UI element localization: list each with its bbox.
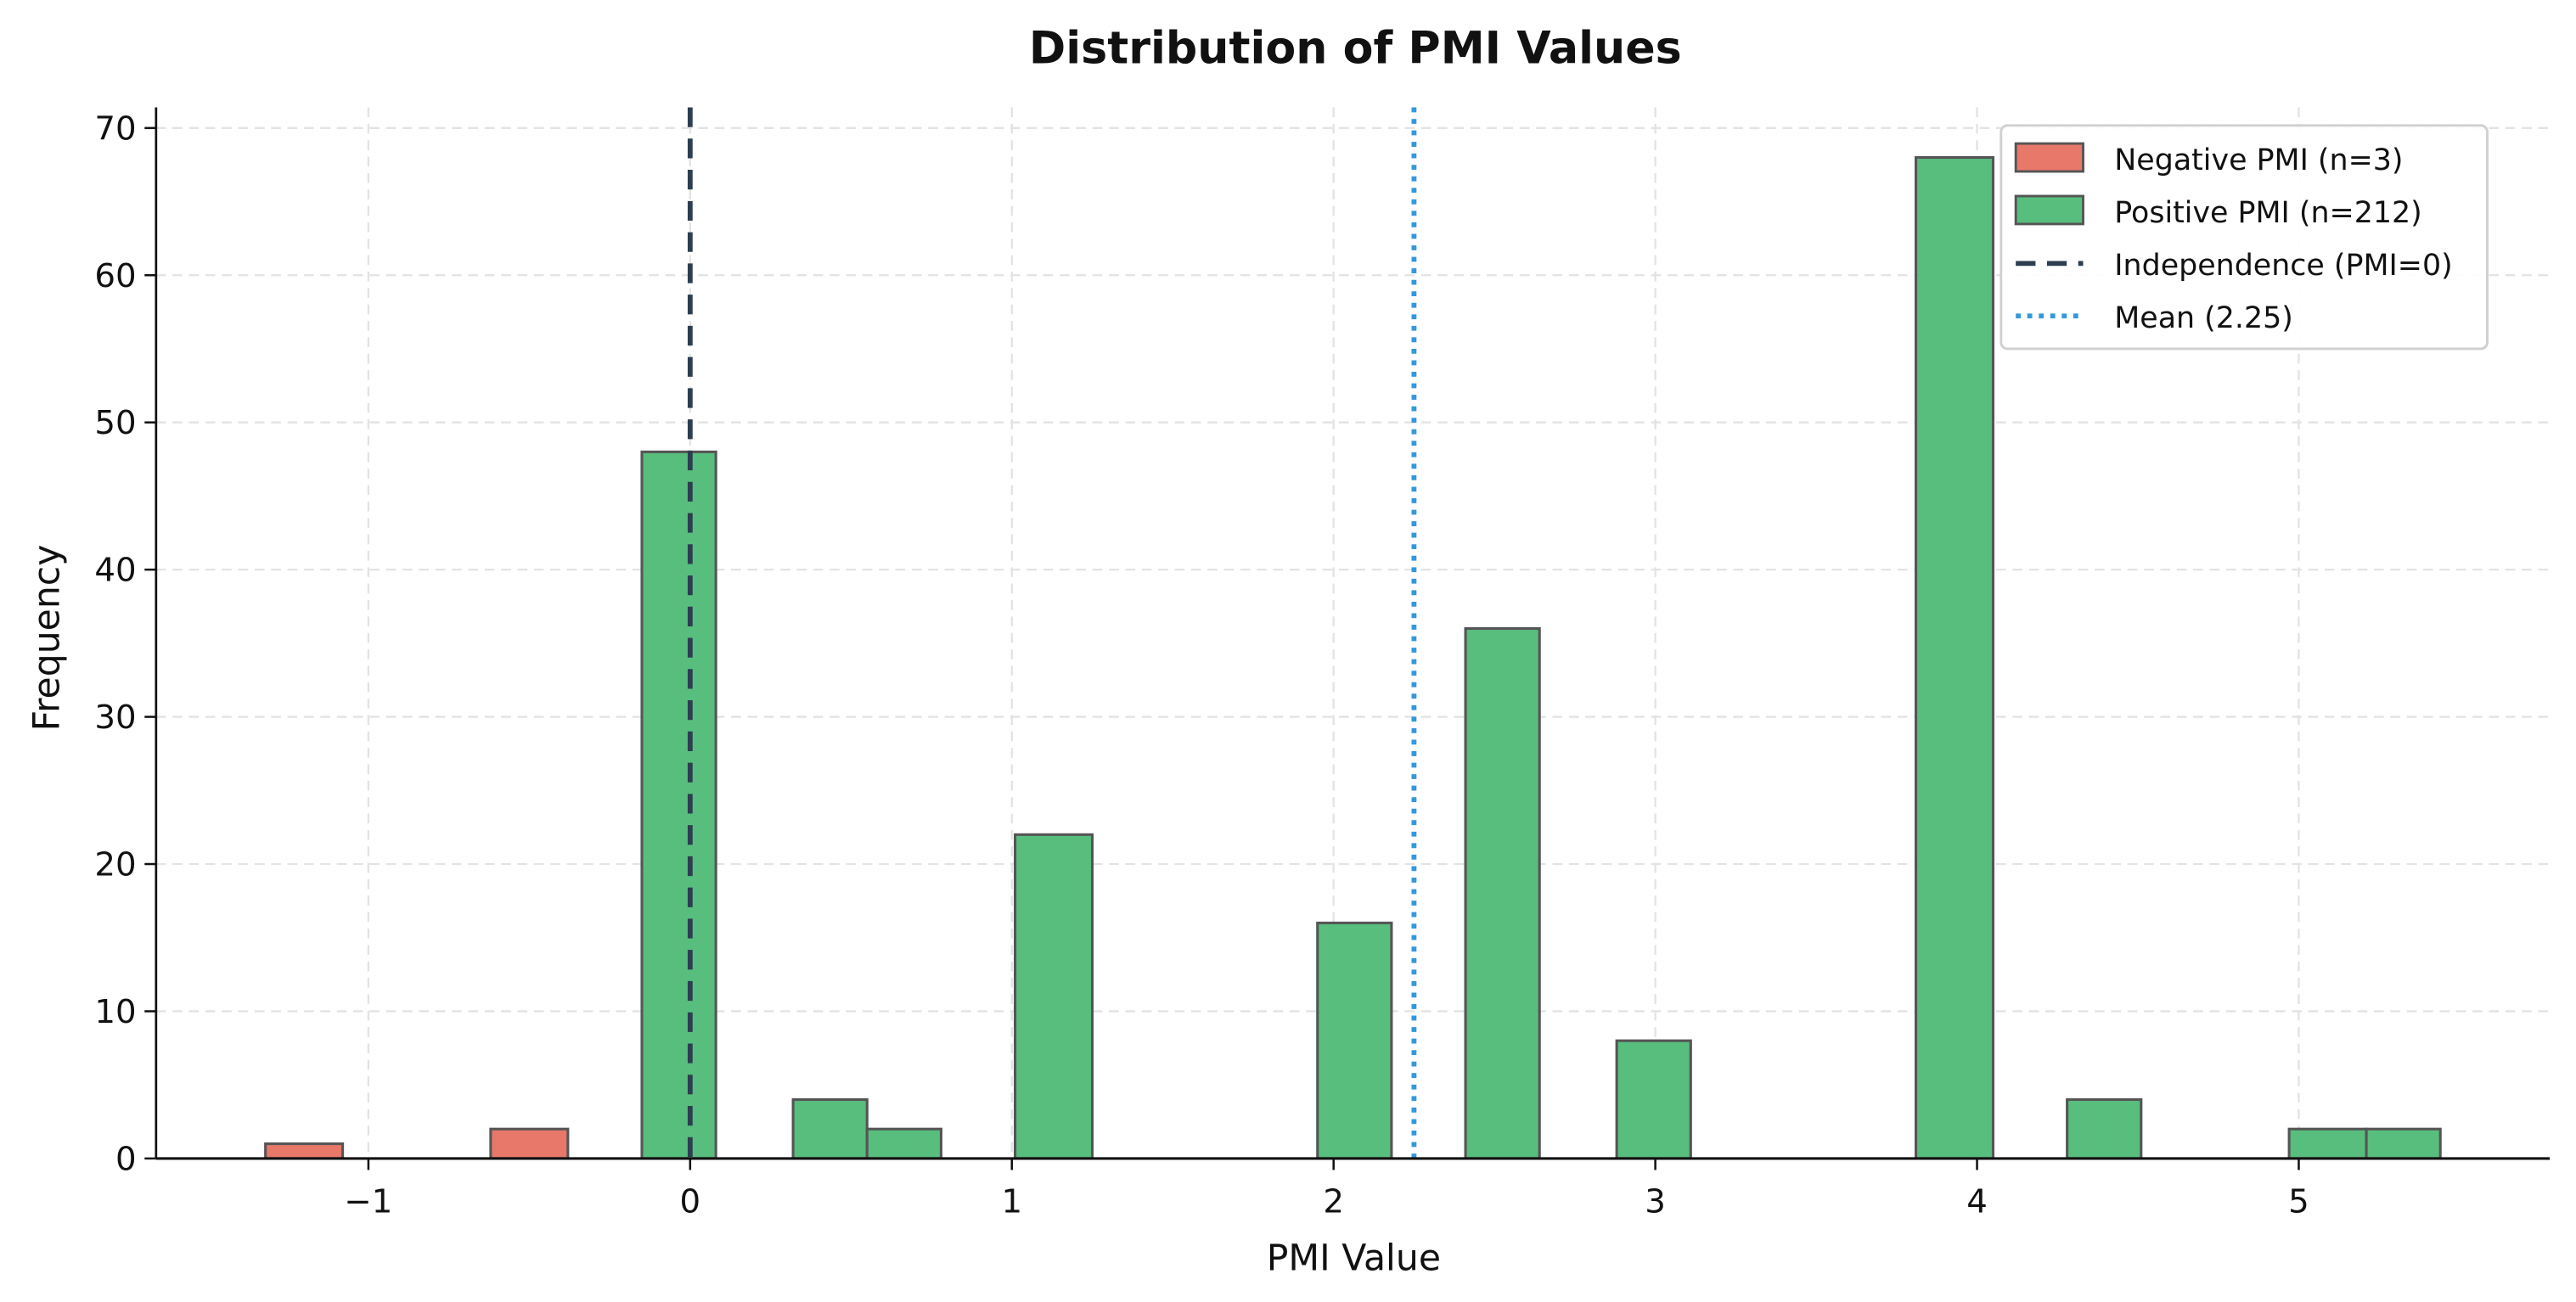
y-tick-label: 60 xyxy=(94,257,136,295)
x-tick-label: 4 xyxy=(1966,1183,1988,1221)
x-tick-label: −1 xyxy=(344,1183,392,1221)
legend-swatch-positive xyxy=(2014,194,2084,226)
positive-pmi-bar xyxy=(2365,1127,2442,1160)
bars xyxy=(264,155,2442,1160)
positive-pmi-bar xyxy=(2066,1097,2143,1160)
y-axis-label: Frequency xyxy=(26,545,69,732)
positive-pmi-bar xyxy=(1464,626,1541,1160)
y-tick-label: 40 xyxy=(94,552,136,590)
negative-pmi-bar xyxy=(264,1142,345,1160)
positive-pmi-bar xyxy=(1615,1039,1692,1160)
legend-frame xyxy=(1999,124,2489,351)
legend-label-mean: Mean (2.25) xyxy=(2114,301,2293,335)
y-tick-label: 10 xyxy=(94,993,136,1031)
y-tick-label: 50 xyxy=(94,404,136,442)
legend-label-positive: Positive PMI (n=212) xyxy=(2114,196,2421,230)
positive-pmi-bar xyxy=(791,1097,869,1160)
y-tick-label: 20 xyxy=(94,846,136,884)
x-tick-label: 5 xyxy=(2288,1183,2309,1221)
legend-swatch-negative xyxy=(2014,142,2084,173)
positive-pmi-bar xyxy=(1316,921,1393,1160)
positive-pmi-bar xyxy=(2287,1127,2368,1160)
x-tick-label: 3 xyxy=(1645,1183,1666,1221)
legend-label-independence: Independence (PMI=0) xyxy=(2114,249,2452,283)
positive-pmi-bar xyxy=(1915,155,1995,1160)
x-tick-label: 1 xyxy=(1001,1183,1022,1221)
y-tick-label: 30 xyxy=(94,699,136,737)
x-tick-label: 0 xyxy=(680,1183,701,1221)
chart-title: Distribution of PMI Values xyxy=(1029,23,1682,74)
y-tick-label: 70 xyxy=(94,109,136,148)
legend-label-negative: Negative PMI (n=3) xyxy=(2114,143,2403,177)
legend: Negative PMI (n=3) Positive PMI (n=212) … xyxy=(1999,124,2489,351)
positive-pmi-bar xyxy=(1014,833,1094,1160)
negative-pmi-bar xyxy=(489,1127,570,1160)
positive-pmi-bar xyxy=(640,450,717,1160)
reference-lines xyxy=(687,107,1417,1159)
positive-pmi-bar xyxy=(865,1127,942,1160)
x-axis-label: PMI Value xyxy=(1267,1237,1441,1279)
y-tick-label: 0 xyxy=(115,1140,137,1178)
x-tick-label: 2 xyxy=(1323,1183,1344,1221)
